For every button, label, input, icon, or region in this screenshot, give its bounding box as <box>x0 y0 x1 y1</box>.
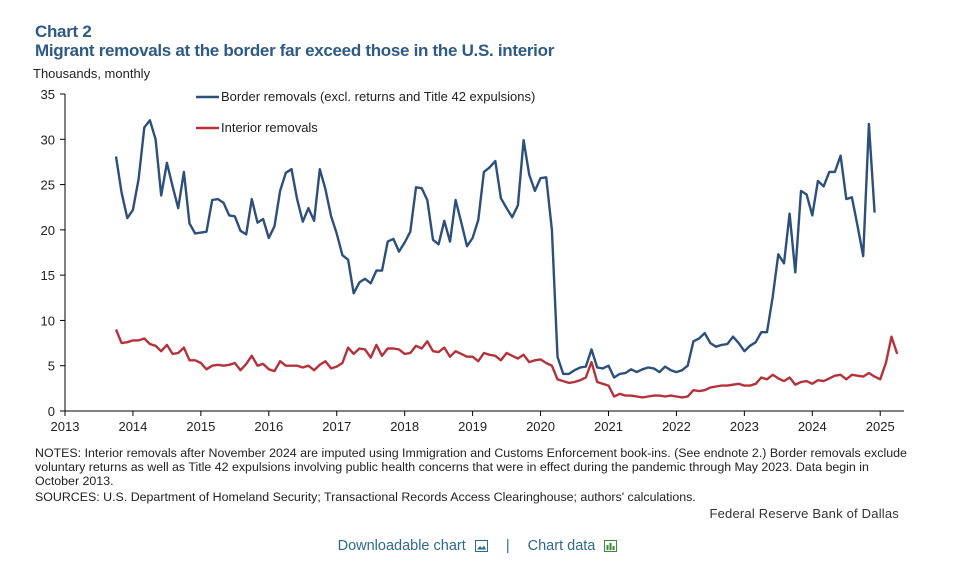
downloadable-chart-label: Downloadable chart <box>337 538 466 554</box>
x-tick-label: 2017 <box>322 419 351 434</box>
footer-links: Downloadable chart | Chart data <box>0 538 955 554</box>
footer-separator: | <box>505 538 510 554</box>
y-tick-label: 35 <box>41 87 55 102</box>
y-tick-label: 10 <box>41 313 55 328</box>
y-tick-label: 25 <box>41 178 55 193</box>
x-tick-label: 2013 <box>51 419 80 434</box>
x-tick-label: 2022 <box>662 419 691 434</box>
x-tick-label: 2023 <box>730 419 759 434</box>
units-label: Thousands, monthly <box>33 66 151 81</box>
x-tick-label: 2020 <box>526 419 555 434</box>
series-line-border-removals <box>114 119 876 379</box>
y-tick-label: 30 <box>41 132 55 147</box>
image-icon <box>474 540 488 552</box>
x-tick-label: 2016 <box>254 419 283 434</box>
y-tick-label: 5 <box>48 359 55 374</box>
chart-data-link[interactable]: Chart data <box>528 538 618 554</box>
chart-label: Chart 2 <box>35 22 92 41</box>
spreadsheet-icon <box>604 540 618 552</box>
notes-text: NOTES: Interior removals after November … <box>35 446 907 488</box>
x-tick-label: 2024 <box>798 419 827 434</box>
publisher-credit: Federal Reserve Bank of Dallas <box>709 506 899 521</box>
x-tick-label: 2021 <box>594 419 623 434</box>
chart-title: Migrant removals at the border far excee… <box>35 41 555 60</box>
chart-data-label: Chart data <box>527 538 596 554</box>
x-tick-label: 2025 <box>866 419 895 434</box>
legend-label-border: Border removals (excl. returns and Title… <box>221 89 535 104</box>
sources-text: SOURCES: U.S. Department of Homeland Sec… <box>35 490 696 504</box>
y-tick-label: 20 <box>41 223 55 238</box>
x-tick-label: 2014 <box>118 419 147 434</box>
downloadable-chart-link[interactable]: Downloadable chart <box>338 538 492 554</box>
x-tick-label: 2015 <box>186 419 215 434</box>
y-tick-label: 0 <box>48 404 55 419</box>
x-tick-label: 2018 <box>390 419 419 434</box>
y-tick-label: 15 <box>41 268 55 283</box>
legend-label-interior: Interior removals <box>221 120 318 135</box>
series-line-interior-removals <box>114 329 899 399</box>
x-tick-label: 2019 <box>458 419 487 434</box>
